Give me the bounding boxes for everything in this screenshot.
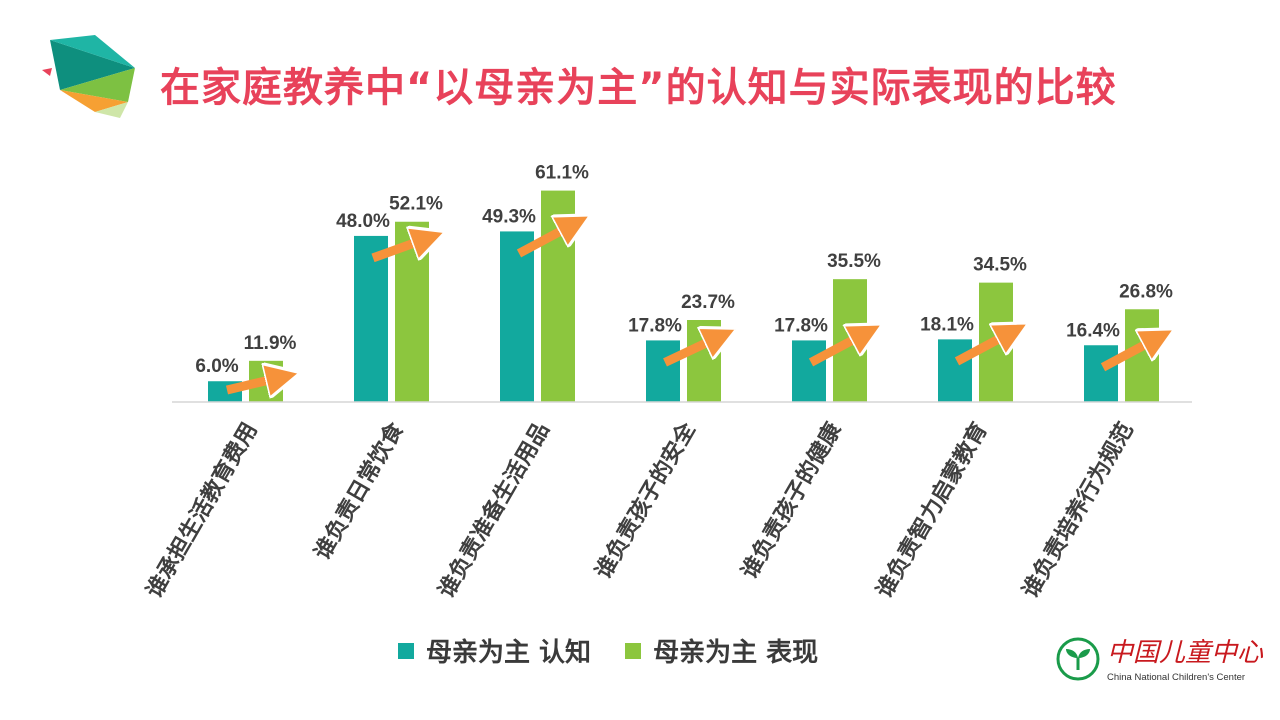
- data-label-performance-5: 35.5%: [827, 251, 881, 272]
- bar-cognition-7: [1084, 345, 1118, 402]
- data-label-cognition-6: 18.1%: [920, 314, 974, 335]
- org-name-cn: 中国儿童中心: [1107, 638, 1264, 668]
- seedling-icon: [1056, 637, 1100, 681]
- bar-cognition-3: [500, 231, 534, 402]
- legend-item-cognition: 母亲为主 认知: [398, 632, 591, 669]
- x-tick-label-3: 谁负责准备生活用品: [433, 418, 555, 602]
- x-tick-label-4: 谁负责孩子的安全: [590, 417, 701, 583]
- x-tick-label-2: 谁负责日常饮食: [309, 417, 409, 564]
- legend-label-performance: 母亲为主 表现: [653, 638, 819, 668]
- legend-swatch-performance: [625, 642, 642, 659]
- data-label-performance-2: 52.1%: [389, 194, 443, 215]
- bar-cognition-5: [792, 340, 826, 402]
- bar-cognition-4: [646, 340, 680, 402]
- data-label-performance-1: 11.9%: [244, 333, 297, 354]
- data-label-cognition-3: 49.3%: [482, 206, 536, 227]
- bar-cognition-2: [354, 235, 388, 402]
- slide-title: 在家庭教养中“以母亲为主”的认知与实际表现的比较: [160, 65, 1117, 111]
- org-name-en: China National Children's Center: [1107, 672, 1246, 683]
- bar-cognition-6: [938, 339, 972, 402]
- legend-swatch-cognition: [398, 642, 414, 659]
- legend-label-cognition: 母亲为主 认知: [426, 638, 592, 668]
- data-label-performance-7: 26.8%: [1119, 281, 1173, 302]
- arrow-up-icon-6: [954, 331, 1013, 366]
- data-label-performance-4: 23.7%: [681, 292, 735, 313]
- arrow-up-icon-5: [808, 332, 867, 367]
- x-tick-label-1: 谁承担生活教育费用: [141, 418, 263, 602]
- x-tick-label-6: 谁负责智力启蒙教育: [871, 418, 993, 602]
- data-label-cognition-7: 16.4%: [1066, 320, 1120, 341]
- bar-performance-4: [687, 319, 721, 402]
- org-logo: 中国儿童中心 China National Children's Center: [1055, 632, 1263, 692]
- data-label-performance-6: 34.5%: [973, 255, 1027, 276]
- arrow-up-icon-4: [663, 336, 721, 367]
- data-label-performance-3: 61.1%: [535, 163, 589, 184]
- x-tick-label-5: 谁负责孩子的健康: [736, 417, 847, 583]
- data-label-cognition-5: 17.8%: [774, 315, 828, 336]
- data-label-cognition-2: 48.0%: [336, 211, 390, 232]
- arrow-up-icon-2: [371, 238, 429, 263]
- chart-legend: 母亲为主 认知 母亲为主 表现: [398, 632, 852, 669]
- arrow-up-icon-3: [516, 223, 575, 258]
- arrow-up-icon-1: [225, 377, 283, 390]
- arrow-up-icon-7: [1100, 337, 1159, 372]
- data-label-cognition-4: 17.8%: [628, 315, 682, 336]
- x-tick-label-7: 谁负责培养行为规范: [1017, 418, 1139, 602]
- title-logo-icon: [42, 35, 135, 118]
- data-label-cognition-1: 6.0%: [195, 356, 238, 377]
- legend-item-performance: 母亲为主 表现: [625, 632, 818, 669]
